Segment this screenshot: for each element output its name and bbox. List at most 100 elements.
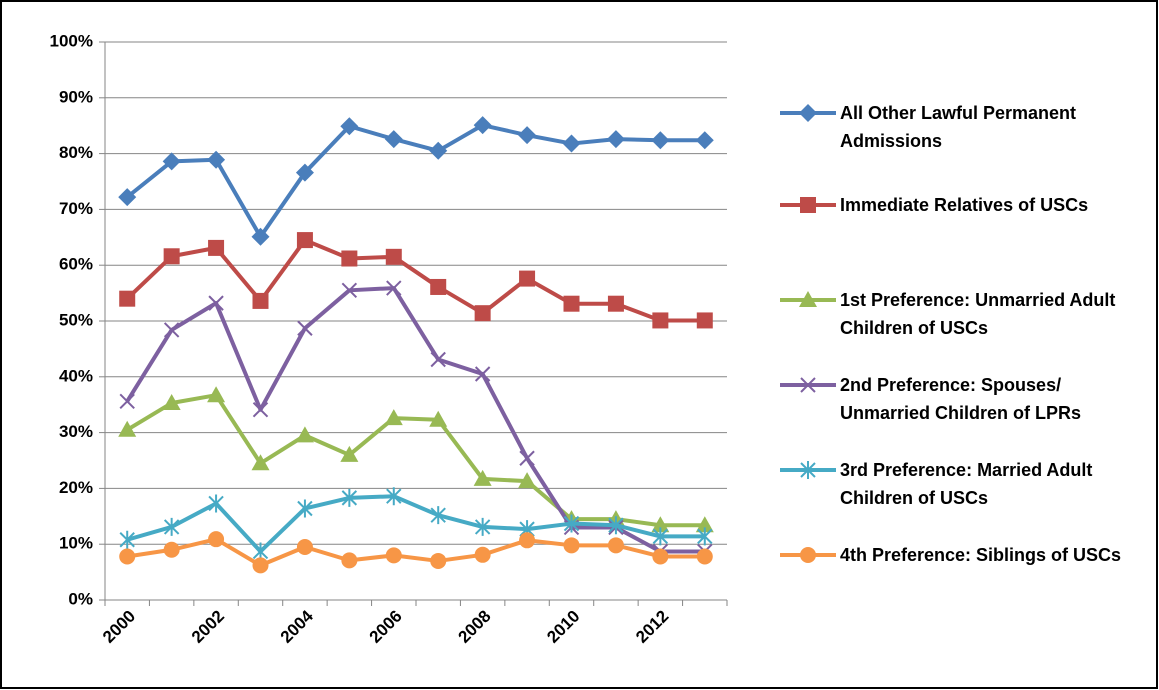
legend-marker	[800, 377, 816, 393]
marker	[163, 517, 180, 536]
marker	[208, 239, 225, 256]
y-tick-label: 20%	[59, 478, 93, 497]
marker	[207, 150, 226, 169]
legend-marker	[799, 291, 817, 307]
legend-label: All Other Lawful Permanent Admissions	[840, 103, 1077, 151]
y-tick-label: 30%	[59, 422, 93, 441]
legend-label: 3rd Preference: Married Adult Children o…	[840, 460, 1093, 508]
marker	[119, 290, 136, 307]
marker	[606, 130, 625, 149]
marker	[652, 527, 669, 546]
marker	[518, 126, 537, 145]
marker	[474, 546, 491, 563]
marker	[386, 280, 402, 296]
marker	[563, 295, 580, 312]
marker	[208, 494, 224, 513]
marker	[607, 537, 624, 554]
y-tick-label: 90%	[59, 87, 93, 106]
legend-marker	[800, 197, 816, 213]
marker	[384, 130, 403, 149]
marker	[119, 548, 136, 565]
marker	[430, 552, 447, 569]
marker	[429, 141, 448, 160]
marker	[208, 295, 224, 311]
marker	[295, 163, 314, 182]
marker	[473, 116, 492, 135]
marker	[341, 552, 358, 569]
marker	[296, 232, 313, 249]
marker	[252, 557, 269, 574]
marker	[519, 532, 536, 549]
marker	[651, 131, 670, 150]
x-tick-label: 2008	[454, 607, 494, 647]
x-tick-label: 2002	[188, 607, 228, 647]
marker	[295, 426, 314, 443]
marker	[429, 410, 448, 427]
marker	[651, 516, 670, 533]
marker	[341, 282, 358, 299]
marker	[252, 402, 269, 418]
marker	[518, 472, 537, 489]
marker	[208, 531, 225, 548]
marker	[608, 516, 624, 535]
y-tick-label: 40%	[59, 366, 93, 385]
marker	[697, 527, 713, 546]
marker	[162, 152, 181, 171]
marker	[297, 320, 313, 336]
legend-marker	[799, 104, 817, 122]
marker	[652, 548, 669, 565]
marker	[696, 548, 713, 565]
marker	[384, 409, 403, 426]
marker	[430, 278, 447, 295]
marker	[296, 538, 313, 555]
marker	[162, 394, 181, 411]
marker	[251, 227, 270, 246]
y-tick-label: 70%	[59, 199, 93, 218]
marker	[118, 188, 137, 207]
marker	[430, 506, 446, 525]
marker	[119, 393, 135, 410]
legend-label: Immediate Relatives of USCs	[840, 195, 1089, 215]
marker	[474, 517, 491, 536]
marker	[118, 420, 137, 437]
marker	[385, 547, 402, 564]
series-line	[126, 494, 705, 554]
marker	[340, 445, 359, 462]
marker	[207, 386, 226, 403]
marker	[695, 131, 714, 150]
series-line	[125, 286, 705, 554]
marker	[563, 514, 580, 533]
legend-label: 1st Preference: Unmarried Adult Children…	[840, 290, 1116, 338]
marker	[163, 248, 180, 265]
y-tick-label: 100%	[50, 31, 93, 50]
marker	[385, 248, 402, 265]
marker	[607, 295, 624, 312]
marker	[562, 134, 581, 153]
marker	[252, 292, 269, 309]
marker	[519, 270, 536, 287]
marker	[563, 537, 580, 554]
marker	[340, 117, 359, 136]
marker	[695, 516, 714, 533]
marker	[341, 488, 358, 507]
marker	[341, 250, 358, 267]
marker	[163, 322, 180, 338]
x-tick-label: 2012	[632, 607, 672, 647]
y-tick-label: 50%	[59, 310, 93, 329]
marker	[696, 312, 713, 329]
marker	[473, 469, 492, 486]
x-tick-label: 2006	[366, 607, 406, 647]
marker	[474, 305, 491, 322]
y-tick-label: 60%	[59, 255, 93, 274]
marker	[163, 541, 180, 558]
legend-marker	[800, 461, 816, 479]
x-tick-label: 2000	[99, 607, 139, 647]
y-tick-label: 10%	[59, 534, 93, 553]
marker	[652, 312, 669, 329]
marker	[297, 499, 313, 518]
legend-label: 2nd Preference: Spouses/ Unmarried Child…	[840, 375, 1082, 423]
marker	[519, 450, 535, 466]
